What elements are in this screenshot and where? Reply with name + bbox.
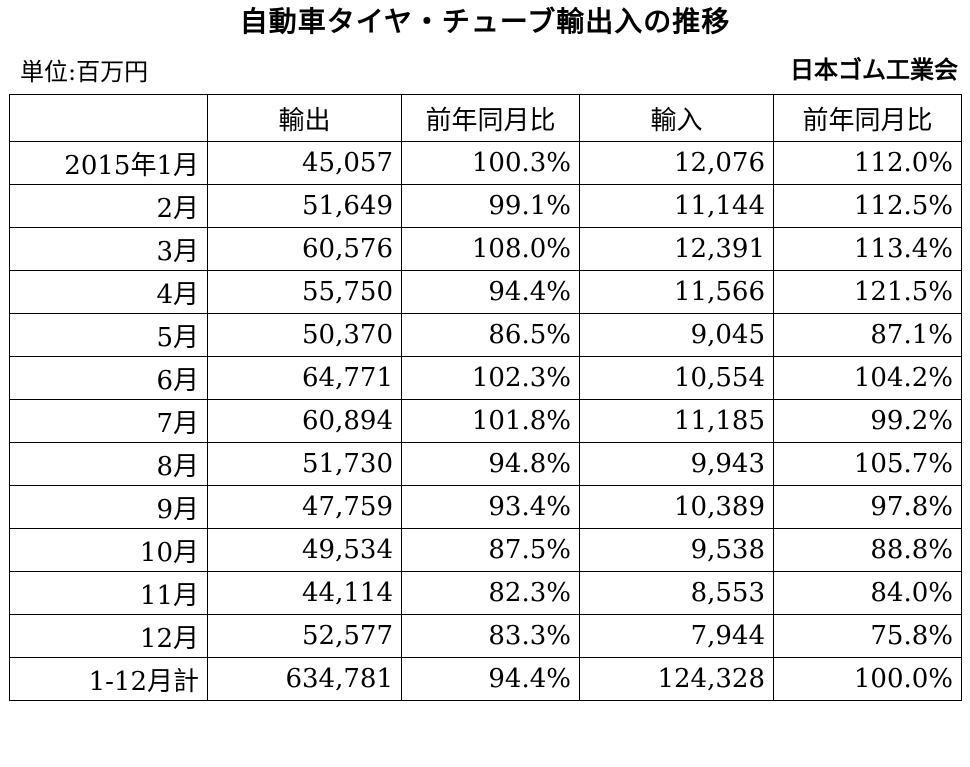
period-cell: 12月 — [9, 614, 208, 658]
export-yoy-cell: 101.8% — [401, 399, 580, 443]
import-yoy-cell: 121.5% — [773, 270, 962, 314]
export-cell: 55,750 — [207, 270, 402, 314]
total-row: 1-12月計 634,781 94.4% 124,328 100.0% — [9, 657, 962, 701]
period-cell: 1-12月計 — [9, 657, 208, 701]
import-cell: 12,076 — [579, 141, 774, 185]
export-yoy-cell: 94.4% — [401, 270, 580, 314]
export-cell: 50,370 — [207, 313, 402, 357]
table-row: 9月 47,759 93.4% 10,389 97.8% — [9, 485, 962, 529]
header-cell-period — [9, 94, 208, 142]
import-yoy-cell: 100.0% — [773, 657, 962, 701]
period-cell: 11月 — [9, 571, 208, 615]
import-yoy-cell: 88.8% — [773, 528, 962, 572]
import-cell: 124,328 — [579, 657, 774, 701]
import-cell: 11,566 — [579, 270, 774, 314]
import-cell: 9,943 — [579, 442, 774, 486]
period-cell: 3月 — [9, 227, 208, 271]
table-row: 11月 44,114 82.3% 8,553 84.0% — [9, 571, 962, 615]
table-row: 5月 50,370 86.5% 9,045 87.1% — [9, 313, 962, 357]
header-cell-import: 輸入 — [579, 94, 774, 142]
period-cell: 5月 — [9, 313, 208, 357]
period-cell: 9月 — [9, 485, 208, 529]
header-cell-export: 輸出 — [207, 94, 402, 142]
export-yoy-cell: 94.8% — [401, 442, 580, 486]
import-yoy-cell: 113.4% — [773, 227, 962, 271]
table-row: 4月 55,750 94.4% 11,566 121.5% — [9, 270, 962, 314]
header-cell-import-yoy: 前年同月比 — [773, 94, 962, 142]
table-row: 3月 60,576 108.0% 12,391 113.4% — [9, 227, 962, 271]
import-yoy-cell: 112.0% — [773, 141, 962, 185]
import-yoy-cell: 104.2% — [773, 356, 962, 400]
export-cell: 52,577 — [207, 614, 402, 658]
import-cell: 8,553 — [579, 571, 774, 615]
export-yoy-cell: 83.3% — [401, 614, 580, 658]
import-cell: 12,391 — [579, 227, 774, 271]
import-yoy-cell: 99.2% — [773, 399, 962, 443]
data-table: 輸出 前年同月比 輸入 前年同月比 2015年1月 45,057 100.3% … — [9, 94, 962, 701]
import-cell: 11,144 — [579, 184, 774, 228]
export-cell: 51,649 — [207, 184, 402, 228]
export-yoy-cell: 93.4% — [401, 485, 580, 529]
import-yoy-cell: 84.0% — [773, 571, 962, 615]
period-cell: 2月 — [9, 184, 208, 228]
export-yoy-cell: 94.4% — [401, 657, 580, 701]
page-title: 自動車タイヤ・チューブ輸出入の推移 — [239, 5, 731, 38]
import-yoy-cell: 87.1% — [773, 313, 962, 357]
export-cell: 44,114 — [207, 571, 402, 615]
table-row: 7月 60,894 101.8% 11,185 99.2% — [9, 399, 962, 443]
export-yoy-cell: 82.3% — [401, 571, 580, 615]
export-cell: 49,534 — [207, 528, 402, 572]
export-cell: 47,759 — [207, 485, 402, 529]
import-yoy-cell: 75.8% — [773, 614, 962, 658]
source-label: 日本ゴム工業会 — [790, 56, 958, 84]
table-row: 12月 52,577 83.3% 7,944 75.8% — [9, 614, 962, 658]
import-yoy-cell: 97.8% — [773, 485, 962, 529]
period-cell: 7月 — [9, 399, 208, 443]
import-cell: 10,389 — [579, 485, 774, 529]
export-cell: 64,771 — [207, 356, 402, 400]
import-cell: 7,944 — [579, 614, 774, 658]
export-cell: 60,576 — [207, 227, 402, 271]
period-cell: 6月 — [9, 356, 208, 400]
period-cell: 4月 — [9, 270, 208, 314]
import-yoy-cell: 112.5% — [773, 184, 962, 228]
table-row: 2月 51,649 99.1% 11,144 112.5% — [9, 184, 962, 228]
export-cell: 45,057 — [207, 141, 402, 185]
export-yoy-cell: 99.1% — [401, 184, 580, 228]
header-row: 輸出 前年同月比 輸入 前年同月比 — [9, 94, 962, 142]
export-cell: 51,730 — [207, 442, 402, 486]
export-yoy-cell: 86.5% — [401, 313, 580, 357]
table-row: 6月 64,771 102.3% 10,554 104.2% — [9, 356, 962, 400]
export-yoy-cell: 100.3% — [401, 141, 580, 185]
period-cell: 2015年1月 — [9, 141, 208, 185]
period-cell: 8月 — [9, 442, 208, 486]
import-cell: 10,554 — [579, 356, 774, 400]
export-yoy-cell: 87.5% — [401, 528, 580, 572]
export-cell: 60,894 — [207, 399, 402, 443]
table-row: 8月 51,730 94.8% 9,943 105.7% — [9, 442, 962, 486]
import-cell: 9,538 — [579, 528, 774, 572]
header-cell-export-yoy: 前年同月比 — [401, 94, 580, 142]
import-yoy-cell: 105.7% — [773, 442, 962, 486]
export-yoy-cell: 102.3% — [401, 356, 580, 400]
import-cell: 9,045 — [579, 313, 774, 357]
table-row: 10月 49,534 87.5% 9,538 88.8% — [9, 528, 962, 572]
import-cell: 11,185 — [579, 399, 774, 443]
period-cell: 10月 — [9, 528, 208, 572]
unit-label: 単位:百万円 — [20, 58, 149, 86]
export-yoy-cell: 108.0% — [401, 227, 580, 271]
export-cell: 634,781 — [207, 657, 402, 701]
table-row: 2015年1月 45,057 100.3% 12,076 112.0% — [9, 141, 962, 185]
